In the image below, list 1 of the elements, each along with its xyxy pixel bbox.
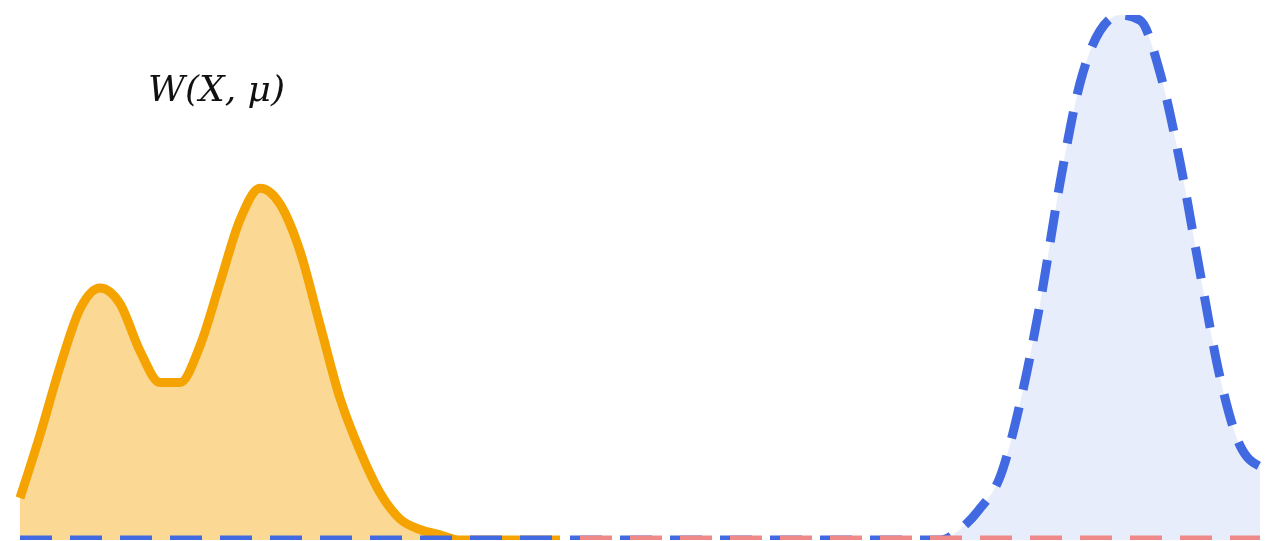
annotation: W(X, μ) <box>148 68 286 109</box>
